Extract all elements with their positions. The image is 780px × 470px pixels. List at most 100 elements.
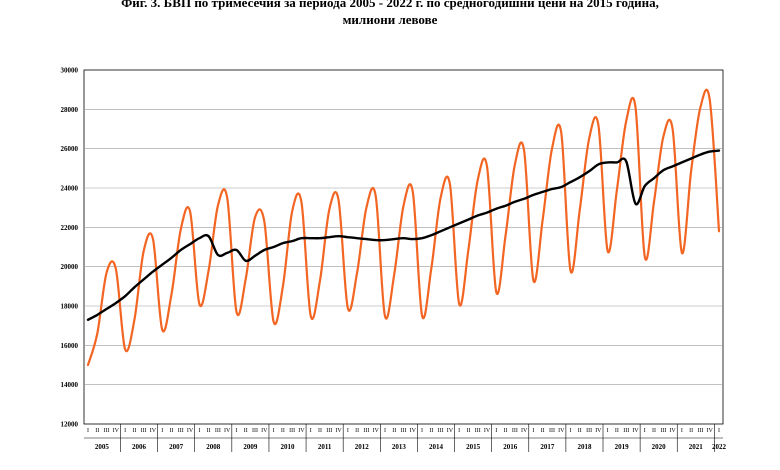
y-axis-ticks: 12000 14000 16000 18000 20000 22000 24000 26000… xyxy=(61,67,79,429)
x-quarter-label: III xyxy=(623,428,629,434)
x-quarter-label: IV xyxy=(595,428,602,434)
x-quarter-label: II xyxy=(95,428,99,434)
x-quarter-label: II xyxy=(355,428,359,434)
x-year-label: 2018 xyxy=(577,443,592,451)
x-quarter-label: II xyxy=(207,428,211,434)
x-year-label: 2022 xyxy=(712,443,727,451)
x-year-label: 2005 xyxy=(95,443,110,451)
x-quarter-label: IV xyxy=(372,428,379,434)
x-axis-ticks: I II III IV I II III IV I II III IV I II III IV I II III IV… xyxy=(84,424,727,452)
x-quarter-label: I xyxy=(87,428,89,434)
x-quarter-label: II xyxy=(392,428,396,434)
x-quarter-label: II xyxy=(170,428,174,434)
x-quarter-label: II xyxy=(504,428,508,434)
x-quarter-label: II xyxy=(615,428,619,434)
x-quarter-label: III xyxy=(326,428,332,434)
x-quarter-label: I xyxy=(718,428,720,434)
x-quarter-label: II xyxy=(132,428,136,434)
x-quarter-label: III xyxy=(141,428,147,434)
x-year-label: 2021 xyxy=(689,443,704,451)
x-quarter-label: III xyxy=(363,428,369,434)
x-quarter-label: I xyxy=(644,428,646,434)
x-quarter-label: IV xyxy=(187,428,194,434)
series-line-1 xyxy=(86,88,721,367)
x-quarter-label: III xyxy=(289,428,295,434)
y-tick-label: 12000 xyxy=(61,421,79,429)
x-quarter-label: IV xyxy=(113,428,120,434)
x-quarter-label: II xyxy=(578,428,582,434)
x-quarter-label: IV xyxy=(298,428,305,434)
x-quarter-label: III xyxy=(586,428,592,434)
x-quarter-label: I xyxy=(458,428,460,434)
x-quarter-label: I xyxy=(384,428,386,434)
x-quarter-label: III xyxy=(549,428,555,434)
x-year-label: 2006 xyxy=(132,443,147,451)
x-quarter-label: IV xyxy=(261,428,268,434)
x-quarter-label: III xyxy=(438,428,444,434)
x-quarter-label: IV xyxy=(335,428,342,434)
x-quarter-label: III xyxy=(104,428,110,434)
x-quarter-label: I xyxy=(681,428,683,434)
chart-title-line-2: милиони левове xyxy=(342,12,438,27)
x-year-label: 2017 xyxy=(540,443,555,451)
y-tick-label: 28000 xyxy=(61,106,79,114)
x-quarter-label: IV xyxy=(632,428,639,434)
y-tick-label: 22000 xyxy=(61,224,79,232)
x-quarter-label: III xyxy=(401,428,407,434)
x-quarter-label: IV xyxy=(150,428,157,434)
x-year-label: 2008 xyxy=(206,443,221,451)
y-tick-label: 24000 xyxy=(61,185,79,193)
x-quarter-label: IV xyxy=(410,428,417,434)
chart-title: Фиг. 3. БВП по тримесечия за периода 200… xyxy=(0,0,780,28)
x-quarter-label: I xyxy=(495,428,497,434)
x-year-label: 2015 xyxy=(466,443,481,451)
x-quarter-label: I xyxy=(421,428,423,434)
x-year-label: 2011 xyxy=(318,443,332,451)
x-quarter-label: III xyxy=(475,428,481,434)
x-year-label: 2013 xyxy=(392,443,407,451)
y-tick-label: 16000 xyxy=(61,342,79,350)
x-quarter-label: IV xyxy=(224,428,231,434)
x-quarter-label: I xyxy=(310,428,312,434)
series-line-2 xyxy=(86,149,721,321)
x-quarter-label: II xyxy=(466,428,470,434)
x-quarter-label: II xyxy=(652,428,656,434)
x-quarter-label: I xyxy=(161,428,163,434)
gridlines xyxy=(84,109,723,385)
x-year-label: 2014 xyxy=(429,443,444,451)
x-quarter-label: III xyxy=(512,428,518,434)
y-tick-label: 14000 xyxy=(61,381,79,389)
x-quarter-label: III xyxy=(178,428,184,434)
y-tick-label: 30000 xyxy=(61,67,79,75)
x-quarter-label: I xyxy=(273,428,275,434)
x-quarter-label: I xyxy=(570,428,572,434)
x-quarter-label: IV xyxy=(558,428,565,434)
series-lines xyxy=(86,88,721,367)
x-quarter-label: II xyxy=(281,428,285,434)
y-tick-label: 20000 xyxy=(61,263,79,271)
x-quarter-label: II xyxy=(429,428,433,434)
x-quarter-label: I xyxy=(124,428,126,434)
x-quarter-label: II xyxy=(244,428,248,434)
x-quarter-label: III xyxy=(215,428,221,434)
x-quarter-label: I xyxy=(235,428,237,434)
x-year-label: 2007 xyxy=(169,443,184,451)
x-quarter-label: IV xyxy=(447,428,454,434)
x-quarter-label: IV xyxy=(484,428,491,434)
x-quarter-label: I xyxy=(532,428,534,434)
x-quarter-label: I xyxy=(347,428,349,434)
x-year-label: 2016 xyxy=(503,443,518,451)
x-quarter-label: IV xyxy=(707,428,714,434)
x-quarter-label: II xyxy=(318,428,322,434)
x-quarter-label: III xyxy=(252,428,258,434)
x-year-label: 2010 xyxy=(281,443,296,451)
x-quarter-label: I xyxy=(198,428,200,434)
x-year-label: 2019 xyxy=(615,443,630,451)
chart-title-line-1: Фиг. 3. БВП по тримесечия за периода 200… xyxy=(121,0,659,10)
y-tick-label: 26000 xyxy=(61,145,79,153)
x-year-label: 2012 xyxy=(355,443,370,451)
y-tick-label: 18000 xyxy=(61,303,79,311)
plot-area xyxy=(83,69,724,425)
x-quarter-label: III xyxy=(660,428,666,434)
